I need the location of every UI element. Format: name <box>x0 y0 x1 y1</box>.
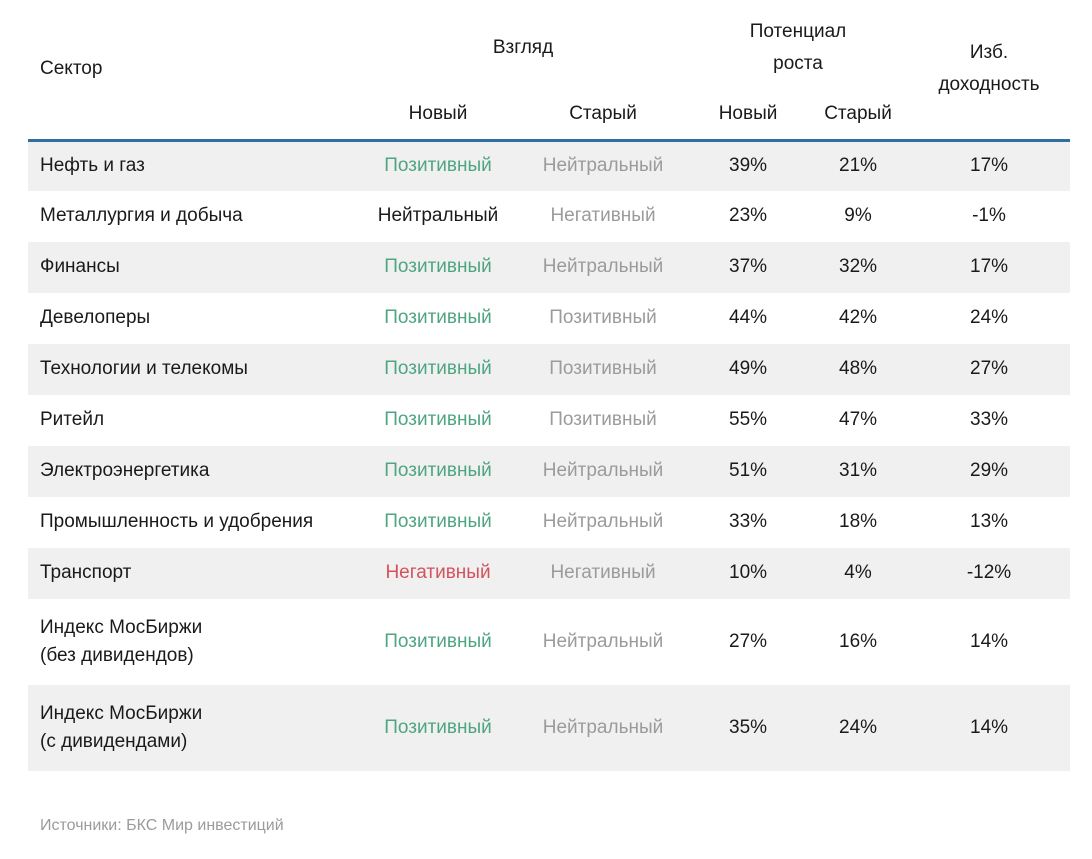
view-new-cell: Позитивный <box>384 256 492 278</box>
sector-name-cell: Промышленность и удобрения <box>40 511 314 533</box>
view-new-cell: Позитивный <box>384 307 492 329</box>
growth-old-cell: 4% <box>844 562 872 584</box>
growth-old-cell: 42% <box>839 307 878 329</box>
excess-return-cell: 17% <box>970 155 1009 176</box>
col-header-potential-group: Потенциал роста <box>688 0 908 96</box>
sector-name-cell: Девелоперы <box>40 307 151 329</box>
view-new-cell: Нейтральный <box>377 205 499 227</box>
view-new-cell: Позитивный <box>384 358 492 380</box>
growth-old-cell: 18% <box>839 511 878 533</box>
potential-group-label: Потенциал роста <box>749 20 847 74</box>
table-row: Промышленность и удобрения Позитивный Нейт… <box>28 497 1071 548</box>
growth-new-cell: 35% <box>729 716 768 738</box>
table-row: Электроэнергетика Позитивный Нейтральный 51… <box>28 446 1071 497</box>
table-body: Нефть и газ Позитивный Нейтральный 39% 21% 17… <box>28 140 1071 771</box>
growth-new-cell: 44% <box>729 307 768 329</box>
view-old-cell: Нейтральный <box>542 716 664 738</box>
growth-old-cell: 24% <box>839 716 878 738</box>
excess-return-cell: 29% <box>970 460 1009 482</box>
growth-new-cell: 51% <box>729 460 768 482</box>
excess-return-label: Изб. доходность <box>938 41 1040 96</box>
growth-old-cell: 47% <box>839 409 878 431</box>
view-old-cell: Позитивный <box>549 409 657 431</box>
sectors-outlook-table: Сектор Взгляд Потенциал роста Изб. доход… <box>28 0 1071 771</box>
growth-old-cell: 21% <box>839 155 878 176</box>
sector-name-cell: Металлургия и добыча <box>40 205 243 227</box>
growth-new-cell: 37% <box>729 256 768 278</box>
table-row: Индекс МосБиржи (с дивидендами) Позитивный… <box>28 685 1071 771</box>
view-old-cell: Нейтральный <box>542 256 664 278</box>
sector-outlook-page: Сектор Взгляд Потенциал роста Изб. доход… <box>28 0 1071 834</box>
sector-name-cell: Технологии и телекомы <box>40 358 248 380</box>
col-subheader-view-new: Новый <box>408 103 468 124</box>
table-row: Металлургия и добыча Нейтральный Негативны… <box>28 191 1071 242</box>
sector-name-cell: Электроэнергетика <box>40 460 210 482</box>
growth-new-cell: 33% <box>729 511 768 533</box>
sector-name-cell: Нефть и газ <box>40 155 145 176</box>
growth-old-cell: 31% <box>839 460 878 482</box>
sector-name-cell: Финансы <box>40 256 120 278</box>
sector-name-cell: Индекс МосБиржи (с дивидендами) <box>40 702 203 753</box>
excess-return-cell: 27% <box>970 358 1009 380</box>
view-new-cell: Позитивный <box>384 716 492 738</box>
growth-new-cell: 49% <box>729 358 768 380</box>
view-new-cell: Позитивный <box>384 409 492 431</box>
excess-return-cell: 13% <box>970 511 1009 533</box>
excess-return-cell: 17% <box>970 256 1009 278</box>
table-row: Транспорт Негативный Негативный 10% 4% -12% <box>28 548 1071 599</box>
view-old-cell: Нейтральный <box>542 155 664 176</box>
growth-old-cell: 32% <box>839 256 878 278</box>
view-new-cell: Позитивный <box>384 630 492 652</box>
table-row: Технологии и телекомы Позитивный Позитивны… <box>28 344 1071 395</box>
table-row: Нефть и газ Позитивный Нейтральный 39% 21% 17… <box>28 140 1071 191</box>
growth-old-cell: 16% <box>839 630 878 652</box>
excess-return-cell: 14% <box>970 716 1009 738</box>
table-header: Сектор Взгляд Потенциал роста Изб. доход… <box>28 0 1071 140</box>
col-subheader-growth-old: Старый <box>824 103 892 124</box>
view-old-cell: Нейтральный <box>542 460 664 482</box>
excess-return-cell: 14% <box>970 630 1009 652</box>
col-header-excess-return: Изб. доходность <box>908 0 1070 140</box>
excess-return-cell: -12% <box>966 562 1012 584</box>
view-old-cell: Нейтральный <box>542 511 664 533</box>
view-old-cell: Позитивный <box>549 307 657 329</box>
view-old-cell: Негативный <box>550 562 656 584</box>
excess-return-cell: 24% <box>970 307 1009 329</box>
view-new-cell: Позитивный <box>384 460 492 482</box>
sector-name-cell: Индекс МосБиржи (без дивидендов) <box>40 616 203 667</box>
excess-return-cell: -1% <box>972 205 1006 227</box>
col-subheader-view-old: Старый <box>569 103 637 124</box>
growth-new-cell: 23% <box>729 205 768 227</box>
growth-new-cell: 39% <box>729 155 768 176</box>
growth-old-cell: 9% <box>844 205 872 227</box>
view-old-cell: Нейтральный <box>542 630 664 652</box>
growth-new-cell: 27% <box>729 630 768 652</box>
growth-old-cell: 48% <box>839 358 878 380</box>
view-old-cell: Позитивный <box>549 358 657 380</box>
growth-new-cell: 55% <box>729 409 768 431</box>
growth-new-cell: 10% <box>729 562 768 584</box>
table-row: Финансы Позитивный Нейтральный 37% 32% 17% <box>28 242 1071 293</box>
sector-name-cell: Транспорт <box>40 562 132 584</box>
col-header-sector: Сектор <box>40 58 103 80</box>
col-subheader-growth-new: Новый <box>718 103 778 124</box>
sector-name-cell: Ритейл <box>40 409 105 431</box>
table-row: Девелоперы Позитивный Позитивный 44% 42% 24% <box>28 293 1071 344</box>
view-new-cell: Негативный <box>385 562 491 584</box>
col-header-view-group: Взгляд <box>492 37 554 58</box>
view-new-cell: Позитивный <box>384 155 492 176</box>
table-row: Ритейл Позитивный Позитивный 55% 47% 33% <box>28 395 1071 446</box>
view-old-cell: Негативный <box>550 205 656 227</box>
table-row: Индекс МосБиржи (без дивидендов) Позитивны… <box>28 599 1071 685</box>
source-note: Источники: БКС Мир инвестиций <box>40 817 284 834</box>
excess-return-cell: 33% <box>970 409 1009 431</box>
view-new-cell: Позитивный <box>384 511 492 533</box>
